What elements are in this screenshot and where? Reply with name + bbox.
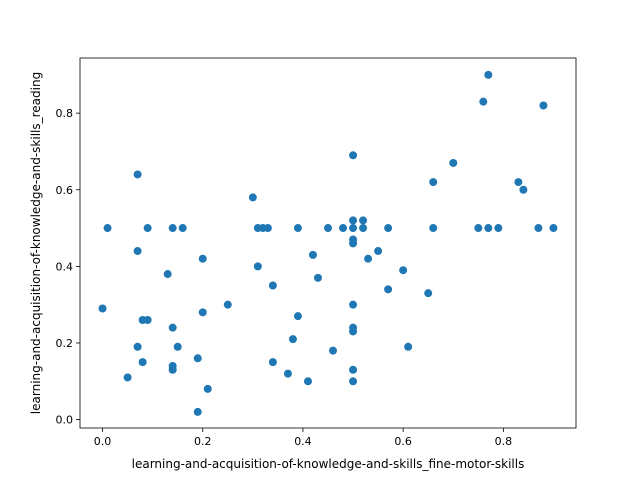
data-point (193, 407, 202, 416)
data-point (268, 281, 277, 290)
data-point (349, 239, 358, 248)
data-point (98, 304, 107, 313)
data-point (203, 384, 212, 393)
data-point (404, 342, 413, 351)
data-point (349, 300, 358, 309)
data-point (484, 224, 493, 233)
data-point (539, 101, 548, 110)
x-tick-label: 0.0 (94, 435, 112, 448)
x-axis-ticks: 0.0 0.2 0.4 0.6 0.8 (94, 428, 512, 448)
data-point (248, 193, 257, 202)
data-point (384, 285, 393, 294)
data-point (324, 224, 332, 233)
x-tick-label: 0.6 (394, 435, 412, 448)
data-point (494, 224, 503, 233)
data-point (349, 151, 358, 160)
data-point (349, 377, 358, 386)
data-point (173, 342, 182, 351)
data-point (514, 178, 523, 187)
data-point (263, 224, 272, 233)
data-point (384, 224, 393, 233)
data-point (359, 224, 368, 233)
data-point (168, 365, 177, 374)
data-point (133, 170, 142, 179)
data-point (313, 273, 322, 282)
data-point (429, 224, 438, 233)
data-point (123, 373, 132, 382)
data-point (193, 354, 202, 363)
data-point (303, 377, 312, 386)
data-point (143, 224, 152, 233)
data-point (163, 270, 172, 279)
data-point (449, 158, 458, 167)
data-point (168, 224, 177, 233)
data-point (168, 323, 177, 332)
data-point (349, 327, 358, 336)
y-tick-label: 0.2 (56, 337, 74, 350)
data-point (288, 335, 297, 344)
data-point (359, 216, 368, 225)
data-point (534, 224, 543, 233)
x-tick-label: 0.8 (495, 435, 513, 448)
data-point (364, 254, 373, 263)
data-point (484, 70, 493, 79)
data-point (293, 224, 302, 233)
data-point (283, 369, 292, 378)
data-point (474, 224, 483, 233)
data-point (198, 308, 207, 317)
data-point (399, 266, 408, 275)
data-point (143, 315, 152, 324)
data-point (133, 342, 142, 351)
data-point (103, 224, 112, 233)
plot-frame (79, 57, 577, 429)
y-axis-ticks: 0.0 0.2 0.4 0.6 0.8 (56, 107, 80, 427)
data-point (253, 262, 262, 271)
data-point (178, 224, 187, 233)
data-point (223, 300, 232, 309)
data-point (339, 224, 348, 233)
data-point (329, 346, 338, 355)
data-point (293, 312, 302, 321)
data-point (429, 178, 438, 187)
data-point (349, 224, 358, 233)
x-tick-label: 0.4 (294, 435, 312, 448)
y-tick-label: 0.4 (56, 260, 74, 273)
y-tick-label: 0.6 (56, 184, 74, 197)
data-point (268, 358, 277, 367)
data-point (549, 224, 558, 233)
y-tick-label: 0.0 (56, 414, 74, 427)
y-axis-label: learning-and-acquisition-of-knowledge-an… (29, 72, 43, 414)
data-point (479, 97, 488, 106)
data-point (374, 247, 383, 256)
data-point (349, 216, 358, 225)
x-axis-label: learning-and-acquisition-of-knowledge-an… (132, 457, 525, 471)
data-point (198, 254, 207, 263)
y-tick-label: 0.8 (56, 107, 74, 120)
data-point (424, 289, 433, 298)
data-point (519, 185, 528, 194)
data-points (98, 70, 558, 416)
data-point (133, 247, 142, 256)
data-point (308, 250, 317, 259)
data-point (349, 365, 358, 374)
data-point (138, 358, 147, 367)
x-tick-label: 0.2 (194, 435, 212, 448)
